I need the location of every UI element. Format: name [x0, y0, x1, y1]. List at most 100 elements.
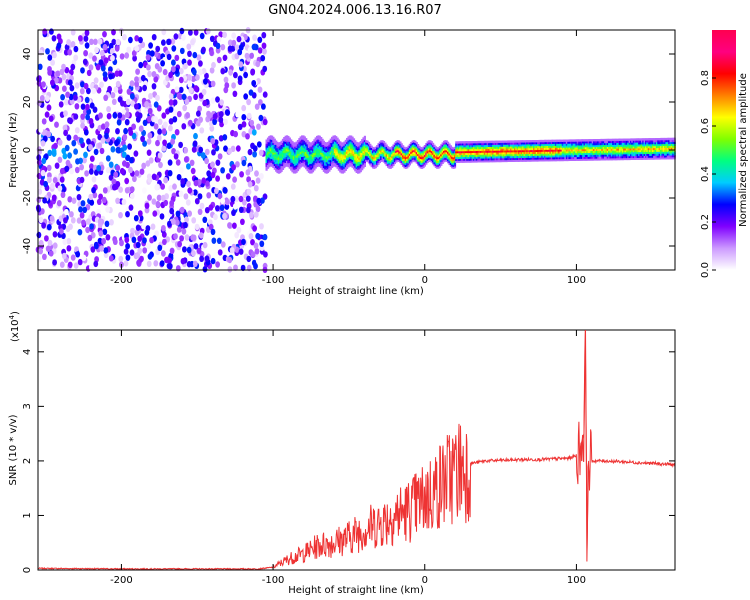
- heatmap-cell: [492, 158, 495, 161]
- heatmap-cell: [260, 197, 265, 204]
- heatmap-cell: [619, 144, 622, 147]
- heatmap-cell: [93, 77, 99, 84]
- heatmap-cell: [307, 158, 310, 162]
- heatmap-cell: [389, 160, 392, 163]
- heatmap-cell: [365, 147, 368, 151]
- heatmap-cell: [498, 157, 502, 161]
- heatmap-cell: [299, 142, 302, 145]
- heatmap-cell: [399, 153, 402, 156]
- heatmap-cell: [269, 162, 272, 165]
- heatmap-cell: [505, 146, 508, 149]
- heatmap-cell: [624, 142, 627, 145]
- heatmap-cell: [485, 142, 488, 146]
- heatmap-cell: [98, 112, 103, 119]
- heatmap-cell: [590, 144, 593, 148]
- heatmap-cell: [470, 141, 473, 144]
- heatmap-cell: [539, 145, 543, 149]
- heatmap-cell: [347, 147, 350, 151]
- heatmap-cell: [520, 157, 523, 160]
- heatmap-cell: [650, 155, 653, 158]
- heatmap-cell: [357, 152, 360, 155]
- heatmap-cell: [337, 147, 340, 150]
- heatmap-cell: [53, 142, 58, 150]
- heatmap-cell: [341, 153, 345, 157]
- heatmap-cell: [575, 141, 578, 144]
- heatmap-cell: [336, 162, 339, 165]
- heatmap-cell: [569, 141, 573, 144]
- heatmap-cell: [52, 231, 58, 238]
- heatmap-cell: [576, 156, 579, 159]
- heatmap-cell: [449, 154, 452, 158]
- heatmap-cell: [417, 159, 420, 162]
- heatmap-cell: [468, 152, 472, 155]
- heatmap-cell: [526, 155, 529, 158]
- heatmap-cell: [426, 145, 429, 148]
- heatmap-cell: [355, 161, 358, 164]
- heatmap-cell: [604, 150, 607, 153]
- heatmap-cell: [397, 146, 401, 149]
- heatmap-cell: [492, 154, 495, 157]
- heatmap-cell: [135, 224, 141, 231]
- heatmap-cell: [50, 59, 55, 66]
- heatmap-cell: [432, 146, 435, 149]
- heatmap-cell: [275, 169, 278, 172]
- heatmap-cell: [339, 148, 342, 152]
- heatmap-cell: [161, 112, 167, 119]
- heatmap-cell: [560, 145, 563, 148]
- heatmap-cell: [534, 147, 537, 151]
- heatmap-cell: [166, 38, 171, 46]
- heatmap-cell: [275, 154, 278, 157]
- heatmap-cell: [407, 157, 410, 160]
- heatmap-cell: [237, 75, 243, 82]
- heatmap-cell: [519, 146, 522, 149]
- heatmap-cell: [296, 141, 300, 145]
- heatmap-cell: [608, 142, 611, 145]
- heatmap-cell: [140, 135, 146, 142]
- heatmap-cell: [358, 151, 361, 155]
- heatmap-cell: [616, 150, 619, 153]
- heatmap-cell: [80, 200, 86, 207]
- heatmap-cell: [526, 147, 529, 151]
- heatmap-cell: [471, 152, 474, 155]
- heatmap-cell: [181, 34, 186, 41]
- heatmap-cell: [42, 253, 47, 260]
- heatmap-cell: [352, 155, 356, 158]
- heatmap-cell: [378, 154, 381, 158]
- heatmap-cell: [433, 152, 436, 155]
- heatmap-cell: [283, 161, 286, 165]
- heatmap-cell: [352, 157, 356, 160]
- heatmap-cell: [531, 151, 534, 154]
- heatmap-cell: [449, 145, 452, 148]
- heatmap-cell: [292, 153, 295, 157]
- heatmap-cell: [302, 139, 305, 142]
- heatmap-cell: [288, 154, 291, 158]
- heatmap-cell: [318, 156, 321, 160]
- heatmap-cell: [402, 145, 405, 148]
- heatmap-cell: [594, 144, 597, 148]
- heatmap-cell: [313, 152, 316, 156]
- heatmap-cell: [640, 153, 644, 156]
- heatmap-cell: [235, 111, 241, 118]
- heatmap-cell: [436, 154, 439, 158]
- heatmap-cell: [392, 156, 395, 159]
- heatmap-cell: [192, 140, 198, 147]
- heatmap-cell: [91, 176, 97, 183]
- heatmap-cell: [275, 146, 278, 149]
- heatmap-cell: [279, 142, 282, 145]
- heatmap-cell: [593, 154, 596, 157]
- heatmap-cell: [337, 143, 340, 146]
- heatmap-cell: [612, 150, 615, 153]
- heatmap-cell: [660, 157, 663, 160]
- heatmap-cell: [191, 250, 196, 257]
- heatmap-cell: [516, 155, 519, 159]
- heatmap-cell: [647, 153, 650, 156]
- heatmap-cell: [69, 85, 75, 92]
- heatmap-cell: [595, 144, 598, 148]
- heatmap-cell: [354, 142, 357, 145]
- heatmap-cell: [421, 162, 424, 165]
- heatmap-cell: [630, 157, 633, 160]
- heatmap-cell: [291, 150, 294, 154]
- heatmap-cell: [419, 164, 422, 167]
- heatmap-cell: [357, 161, 360, 165]
- heatmap-cell: [280, 165, 283, 168]
